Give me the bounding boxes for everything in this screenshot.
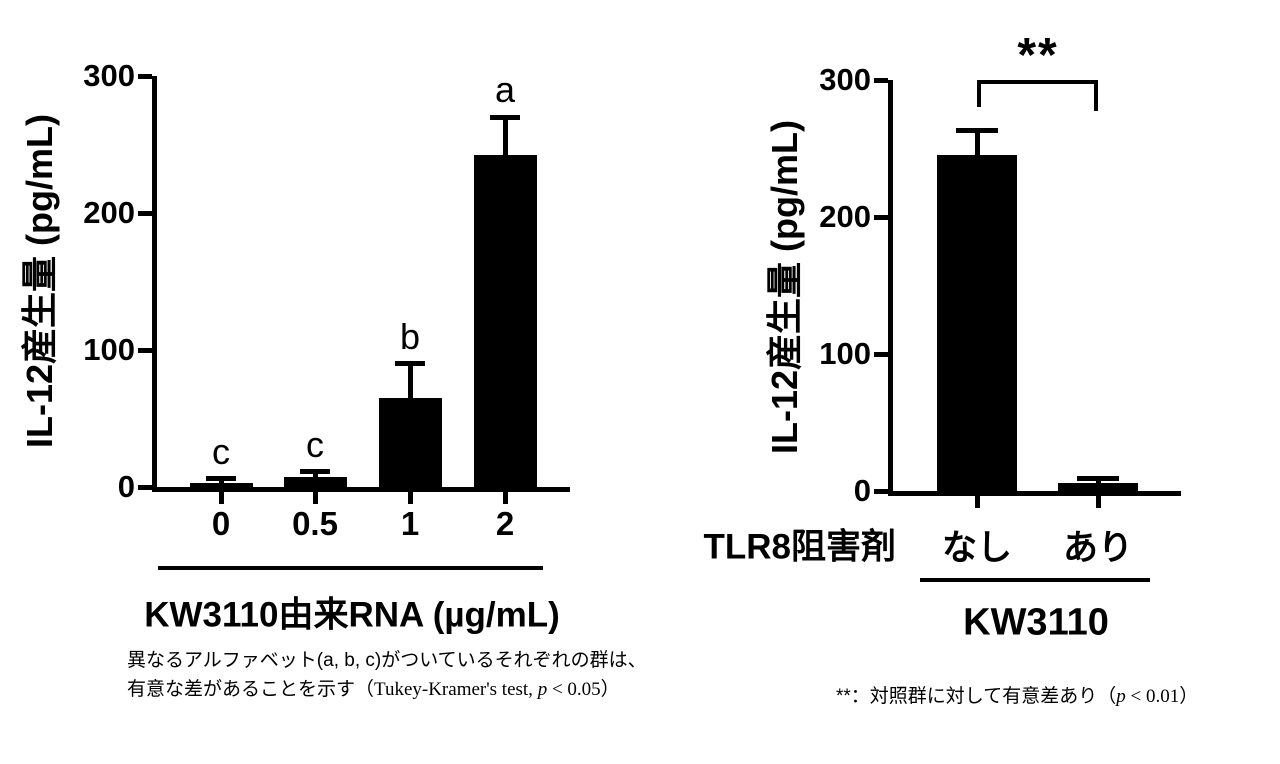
x-tick bbox=[218, 492, 224, 504]
y-tick bbox=[138, 347, 152, 353]
x-category-label: 0 bbox=[211, 505, 231, 542]
right-group-label: KW3110 bbox=[963, 601, 1109, 644]
bar bbox=[283, 477, 347, 487]
y-tick bbox=[138, 210, 152, 216]
significance-letter: c bbox=[306, 423, 324, 465]
x-category-label: 1 bbox=[400, 505, 420, 542]
left-note-line2-latin: （Tukey-Kramer's test, bbox=[355, 679, 538, 700]
right-note-paren: （ bbox=[1097, 686, 1117, 707]
right-note-pvar: p bbox=[1116, 686, 1126, 707]
significance-bracket-top bbox=[977, 80, 1098, 84]
right-x-group-line bbox=[920, 578, 1150, 582]
y-tick bbox=[874, 214, 888, 220]
left-note-line2-jp: 有意な差があることを示す bbox=[127, 679, 356, 700]
y-tick bbox=[874, 77, 888, 83]
significance-stars: ** bbox=[1017, 29, 1059, 82]
y-tick-label: 0 bbox=[853, 473, 871, 508]
x-tick bbox=[1095, 496, 1101, 508]
x-category-label: 0.5 bbox=[292, 505, 338, 542]
x-tick bbox=[502, 492, 508, 504]
x-axis-line bbox=[888, 491, 1181, 496]
y-tick-label: 100 bbox=[819, 336, 871, 371]
error-bar-cap bbox=[490, 114, 520, 120]
x-category-label: なし bbox=[941, 528, 1013, 568]
left-note-line2-pvar: p bbox=[537, 679, 548, 700]
y-tick-label: 0 bbox=[117, 469, 135, 504]
bar bbox=[473, 155, 537, 487]
y-tick-label: 200 bbox=[819, 199, 871, 234]
left-note-line2: 有意な差があることを示す（Tukey-Kramer's test, p < 0.… bbox=[127, 675, 647, 704]
left-x-axis-title: KW3110由来RNA (µg/mL) bbox=[144, 595, 560, 635]
bar bbox=[937, 155, 1017, 491]
y-tick-label: 200 bbox=[83, 195, 135, 230]
right-note: **：対照群に対して有意差あり（p < 0.01） bbox=[836, 682, 1198, 711]
x-tick bbox=[407, 492, 413, 504]
error-bar-cap bbox=[956, 128, 998, 134]
left-note-line2-pval: < 0.05） bbox=[547, 679, 620, 700]
significance-bracket-right-leg bbox=[1094, 80, 1098, 111]
error-bar-cap bbox=[1077, 476, 1119, 482]
significance-bracket-left-leg bbox=[977, 80, 981, 107]
x-tick bbox=[974, 496, 980, 508]
y-tick bbox=[138, 484, 152, 490]
x-category-label: あり bbox=[1062, 528, 1134, 568]
right-note-jp: **：対照群に対して有意差あり bbox=[836, 686, 1098, 707]
significance-letter: c bbox=[212, 430, 230, 472]
bar bbox=[189, 482, 253, 487]
y-tick bbox=[138, 73, 152, 79]
x-tick bbox=[312, 492, 318, 504]
y-axis-line bbox=[152, 76, 157, 492]
significance-letter: a bbox=[494, 69, 516, 111]
error-bar-cap bbox=[300, 469, 330, 475]
x-category-label: 2 bbox=[495, 505, 515, 542]
significance-letter: b bbox=[399, 315, 421, 357]
error-bar-cap bbox=[206, 476, 236, 482]
left-x-group-line bbox=[158, 566, 543, 570]
y-tick-label: 300 bbox=[819, 62, 871, 97]
bar bbox=[1058, 482, 1138, 491]
bar bbox=[378, 397, 442, 487]
y-tick bbox=[874, 488, 888, 494]
right-note-pval: < 0.01） bbox=[1125, 686, 1199, 707]
y-tick-label: 100 bbox=[83, 332, 135, 367]
error-bar-cap bbox=[395, 361, 425, 367]
x-axis-line bbox=[152, 487, 570, 492]
left-note: 異なるアルファベット(a, b, c)がついているそれぞれの群は、 有意な差があ… bbox=[127, 646, 647, 704]
y-axis-line bbox=[888, 80, 893, 496]
left-note-line1-text: 異なるアルファベット(a, b, c)がついているそれぞれの群は、 bbox=[127, 650, 647, 671]
y-tick-label: 300 bbox=[83, 58, 135, 93]
left-note-line1: 異なるアルファベット(a, b, c)がついているそれぞれの群は、 bbox=[127, 646, 647, 675]
y-tick bbox=[874, 351, 888, 357]
right-x-row-label: TLR8阻害剤 bbox=[703, 527, 896, 567]
